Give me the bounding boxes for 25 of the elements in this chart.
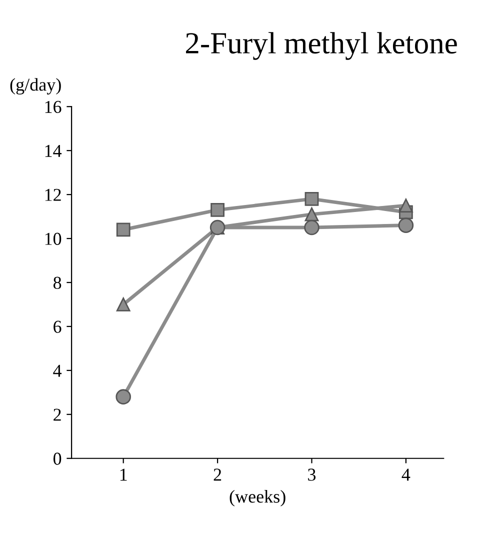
point: [398, 218, 414, 233]
y-tick-label: 10: [45, 232, 62, 245]
y-tick-label: 2: [54, 408, 61, 421]
y-tick-label: 12: [45, 188, 61, 201]
y-tick-label: 6: [54, 320, 62, 333]
y-tick-label: 14: [45, 144, 62, 157]
point: [304, 207, 319, 222]
point: [398, 198, 413, 212]
point: [210, 202, 224, 217]
y-axis-title: (g/day): [10, 78, 61, 95]
y-tick-label: 4: [53, 364, 62, 377]
chart-title: 2-Furyl methyl ketone: [186, 32, 457, 60]
x-tick-label: 3: [308, 468, 316, 481]
x-tick-label: 1: [120, 468, 127, 481]
x-tick-label: 4: [402, 468, 410, 481]
x-axis-title: (weeks): [230, 490, 286, 506]
point: [116, 389, 131, 404]
point: [304, 220, 320, 236]
x-tick-label: 2: [214, 468, 222, 481]
y-tick-label: 0: [53, 452, 62, 465]
point: [304, 192, 319, 206]
point: [116, 222, 130, 237]
point: [116, 298, 130, 312]
y-tick-label: 8: [53, 276, 62, 289]
y-tick-label: 16: [45, 100, 62, 114]
